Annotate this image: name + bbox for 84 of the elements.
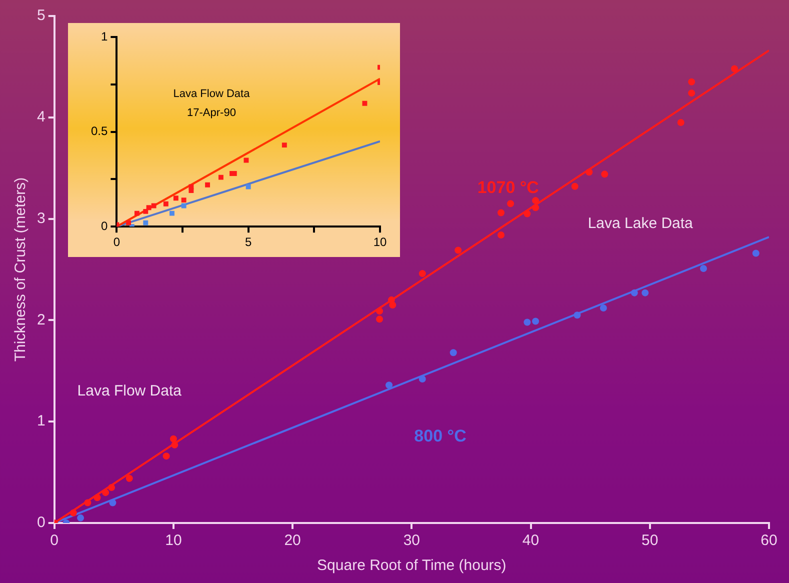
y-tick-label: 0 xyxy=(37,514,46,532)
point xyxy=(532,318,540,325)
y-tick-label: 0.5 xyxy=(90,124,108,138)
point xyxy=(84,499,92,506)
y-axis-title: Thickness of Crust (meters) xyxy=(12,177,30,362)
point xyxy=(524,318,531,326)
point xyxy=(389,301,396,308)
point xyxy=(532,197,540,204)
point xyxy=(170,435,177,442)
point xyxy=(376,316,384,323)
annotation: Lava Lake Data xyxy=(588,215,694,232)
point xyxy=(586,168,593,176)
point xyxy=(688,78,696,86)
point xyxy=(574,312,581,319)
point xyxy=(376,308,384,315)
point xyxy=(700,264,707,272)
point xyxy=(143,220,148,226)
point xyxy=(108,484,116,492)
series-label: 1070 °C xyxy=(477,178,539,198)
point xyxy=(601,170,608,178)
point xyxy=(532,204,540,212)
x-tick-label: 0 xyxy=(50,532,59,550)
x-tick-label: 50 xyxy=(642,532,658,550)
point xyxy=(498,209,505,216)
point xyxy=(126,474,133,482)
point xyxy=(642,289,649,296)
point xyxy=(126,220,132,226)
point xyxy=(362,100,368,106)
x-tick-label: 10 xyxy=(373,235,387,250)
point xyxy=(246,184,251,190)
point xyxy=(498,232,505,239)
point xyxy=(600,304,607,312)
point xyxy=(146,205,152,210)
point xyxy=(109,499,116,506)
x-tick-label: 40 xyxy=(522,532,540,550)
point xyxy=(450,349,457,356)
point xyxy=(386,382,393,389)
point xyxy=(151,203,156,208)
y-tick-label: 2 xyxy=(37,311,46,328)
point xyxy=(507,200,514,208)
point xyxy=(677,118,684,126)
point xyxy=(524,210,531,218)
point xyxy=(752,250,760,257)
point xyxy=(181,198,186,203)
annotation: Lava Flow Data xyxy=(77,382,182,400)
x-tick-label: 10 xyxy=(165,532,182,550)
x-tick-label: 20 xyxy=(284,532,301,550)
x-tick-label: 5 xyxy=(244,235,252,250)
point xyxy=(171,441,178,448)
y-tick-label: 1 xyxy=(100,29,108,44)
y-tick-label: 4 xyxy=(37,108,46,126)
annotation: Lava Flow Data xyxy=(173,88,251,100)
point xyxy=(170,210,174,216)
point xyxy=(218,174,224,180)
point xyxy=(418,270,426,278)
point xyxy=(688,90,696,97)
y-tick-label: 1 xyxy=(37,412,46,430)
point xyxy=(173,196,178,201)
point xyxy=(102,489,110,496)
point xyxy=(70,509,77,516)
point xyxy=(205,182,210,188)
point xyxy=(94,494,101,502)
point xyxy=(730,65,738,72)
point xyxy=(418,376,426,383)
x-axis-title: Square Root of Time (hours) xyxy=(317,557,506,574)
x-tick-label: 30 xyxy=(403,532,420,550)
x-tick-label: 0 xyxy=(113,235,120,250)
point xyxy=(134,210,140,216)
text: 800 °C xyxy=(414,426,466,446)
point xyxy=(630,289,638,296)
point xyxy=(188,184,194,190)
point xyxy=(282,142,287,148)
point xyxy=(143,208,148,214)
point xyxy=(163,201,168,206)
point xyxy=(571,182,578,190)
point xyxy=(181,203,186,208)
point xyxy=(162,452,170,460)
y-tick-label: 3 xyxy=(37,210,46,227)
point xyxy=(77,514,84,522)
x-tick-label: 60 xyxy=(760,532,778,550)
annotation: 17-Apr-90 xyxy=(187,106,236,119)
y-tick-label: 5 xyxy=(37,7,46,24)
point xyxy=(454,246,462,254)
y-tick-label: 0 xyxy=(100,218,108,233)
